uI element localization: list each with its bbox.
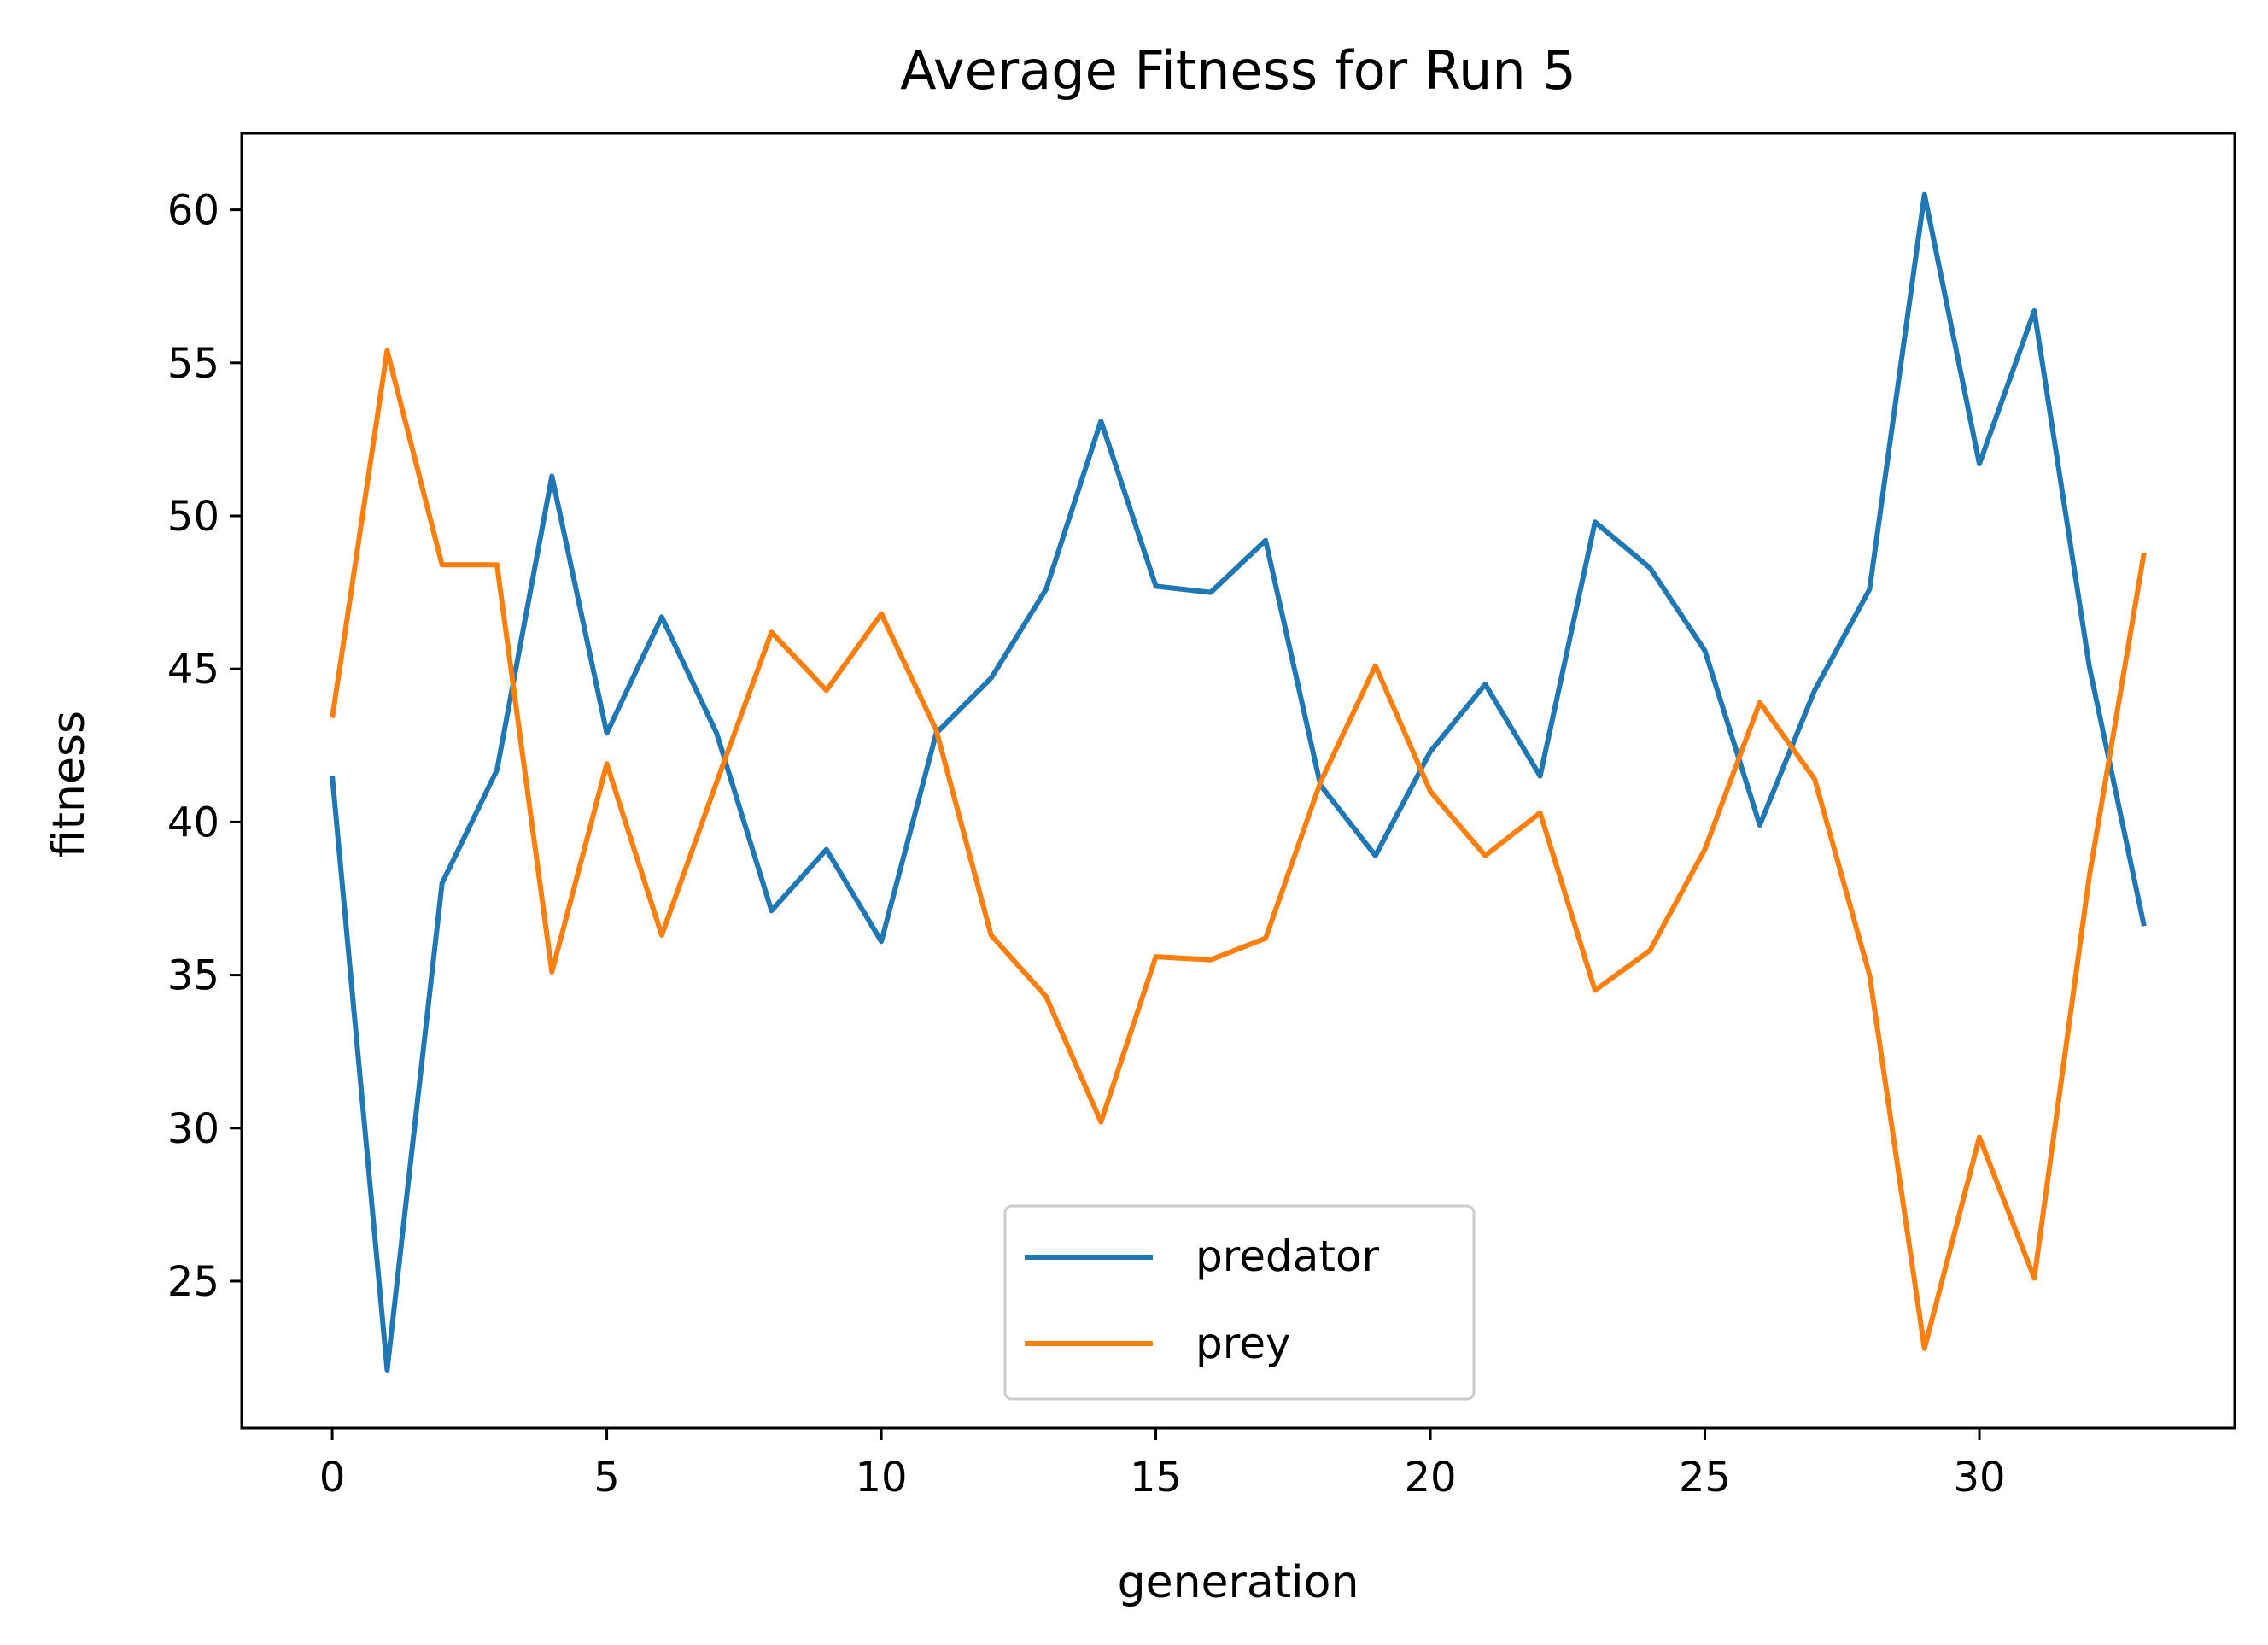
y-tick-label: 35 [167,952,219,1000]
y-tick-label: 45 [167,646,219,694]
plot-area [330,191,2147,1373]
axes-frame [240,132,2236,1430]
chart-title: Average Fitness for Run 5 [900,39,1576,102]
y-axis: 25 30 35 40 45 50 55 60 [167,187,242,1306]
y-tick-label: 50 [167,493,219,541]
series-line-prey [330,348,2147,1351]
y-tick-label: 55 [167,340,219,388]
legend: predator prey [1003,1204,1476,1401]
x-tick-label: 15 [1130,1454,1182,1502]
y-tick-label: 60 [167,187,219,235]
x-tick-label: 10 [856,1454,908,1502]
legend-box [1003,1204,1476,1401]
x-tick-label: 25 [1679,1454,1731,1502]
x-tick-label: 20 [1405,1454,1457,1502]
y-tick-label: 30 [167,1105,219,1153]
y-axis-label: fitness [44,711,95,858]
x-tick-label: 5 [593,1454,620,1502]
legend-label-prey: prey [1195,1319,1291,1368]
y-tick-label: 25 [167,1258,219,1306]
x-axis-label: generation [1118,1557,1359,1608]
x-tick-label: 0 [319,1454,346,1502]
legend-label-predator: predator [1195,1232,1380,1281]
series-line-predator [330,191,2147,1373]
y-tick-label: 40 [167,799,219,846]
x-tick-label: 30 [1953,1454,2005,1502]
x-axis: 0 5 10 15 20 25 30 [319,1428,2006,1502]
